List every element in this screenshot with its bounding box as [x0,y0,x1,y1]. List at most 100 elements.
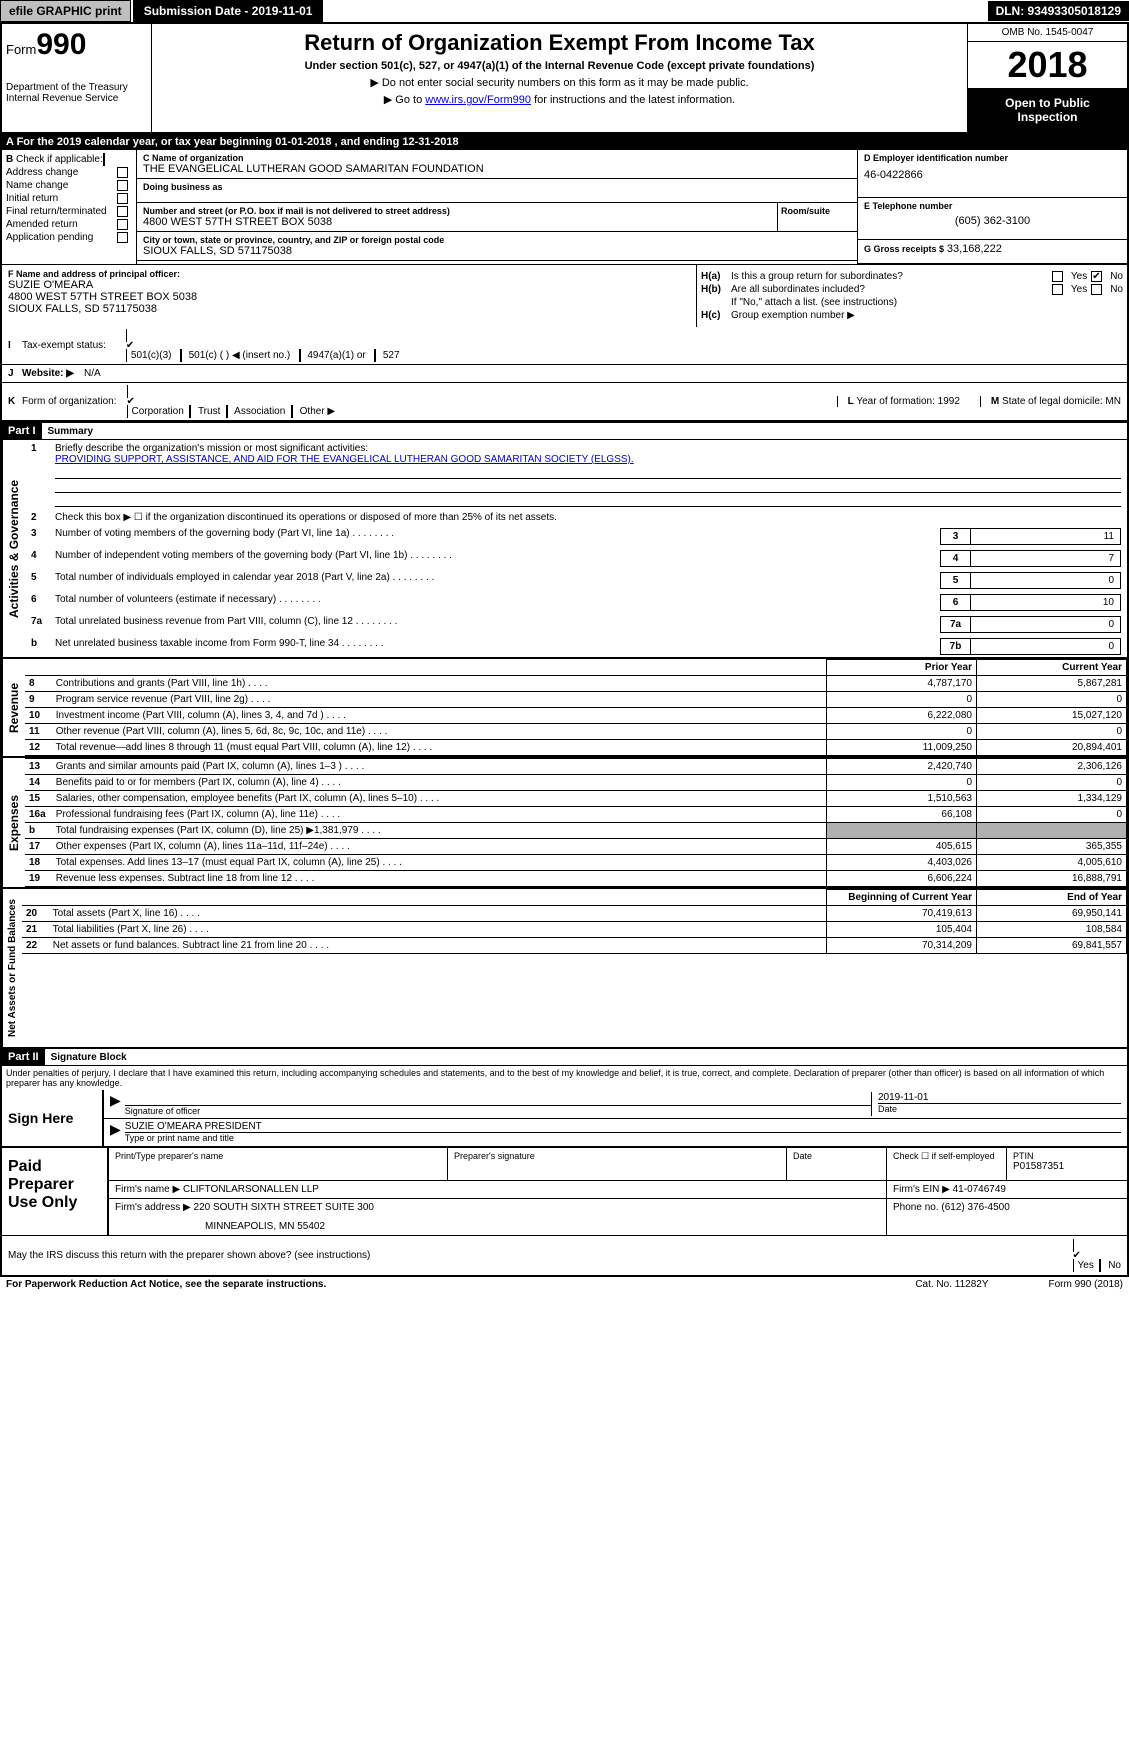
checkbox-icon[interactable] [103,153,105,166]
part1-title: Summary [42,424,100,439]
line-value-table: 7a0 [940,616,1121,633]
b-item: Amended return [6,219,132,230]
i-label: I [8,340,22,351]
row-cell: 18 Total expenses. Add lines 13–17 (must… [25,855,827,871]
line-value: 0 [971,639,1121,655]
summary-line: 4Number of independent voting members of… [25,547,1127,569]
f-label: F Name and address of principal officer: [8,269,690,279]
line-text: Net unrelated business taxable income fr… [55,638,940,649]
title-col: Return of Organization Exempt From Incom… [152,24,967,132]
line-num: 3 [31,528,55,539]
checkbox-icon[interactable] [117,206,128,217]
checkbox-icon[interactable] [117,219,128,230]
part2-bar: Part II Signature Block [2,1047,1127,1066]
checkbox-icon[interactable] [299,349,301,362]
col-b: B Check if applicable: Address changeNam… [2,150,137,264]
checkbox-icon[interactable] [291,405,293,418]
line-value: 7 [971,551,1121,567]
end-year-header: End of Year [977,890,1127,906]
hc-label: H(c) [701,310,731,321]
row-j: J Website: ▶ N/A [2,365,1127,383]
paid-row3: Firm's address ▶ 220 SOUTH SIXTH STREET … [109,1199,1127,1235]
officer-name-value: SUZIE O'MEARA PRESIDENT [125,1121,1121,1133]
check-self-cell: Check ☐ if self-employed [887,1148,1007,1180]
firm-addr-label: Firm's address ▶ [115,1202,191,1213]
line1-text: Briefly describe the organization's miss… [55,443,1121,454]
line-value: 0 [971,573,1121,589]
phone-box: E Telephone number (605) 362-3100 [858,198,1127,240]
prior-year-value: 6,222,080 [827,708,977,724]
checkbox-icon[interactable] [1052,284,1063,295]
expenses-table: 13 Grants and similar amounts paid (Part… [25,758,1127,887]
firm-name-value: CLIFTONLARSONALLEN LLP [183,1184,319,1195]
line-num: b [31,638,55,649]
form-foot-text: Form 990 (2018) [1049,1279,1123,1290]
summary-line: 6Total number of volunteers (estimate if… [25,591,1127,613]
b-item-text: Name change [6,180,68,191]
summary-line: 7aTotal unrelated business revenue from … [25,613,1127,635]
line-box: 7b [941,639,971,655]
k-label: K [8,396,22,407]
k-opt0: Corporation [132,406,184,417]
form-word: Form [6,42,36,57]
current-year-value: 365,355 [977,839,1127,855]
expenses-content: 13 Grants and similar amounts paid (Part… [25,758,1127,887]
officer-name-cell: SUZIE O'MEARA PRESIDENT Type or print na… [125,1121,1121,1143]
ptin-cell: PTINP01587351 [1007,1148,1127,1180]
checkbox-icon[interactable] [117,232,128,243]
checkbox-icon[interactable] [180,349,182,362]
h-c-row: H(c) Group exemption number ▶ [701,310,1123,321]
irs-link[interactable]: www.irs.gov/Form990 [425,94,531,106]
firm-phone-cell: Phone no. (612) 376-4500 [887,1199,1127,1235]
checkbox-icon[interactable] [226,405,228,418]
checkbox-icon[interactable] [117,180,128,191]
current-year-value: 0 [977,807,1127,823]
line-text: Total unrelated business revenue from Pa… [55,616,940,627]
b-item: Final return/terminated [6,206,132,217]
row-cell: 15 Salaries, other compensation, employe… [25,791,827,807]
table-row: 11 Other revenue (Part VIII, column (A),… [25,724,1127,740]
prior-year-value: 405,615 [827,839,977,855]
yes-label: Yes [1071,271,1087,282]
m-box: M State of legal domicile: MN [980,396,1121,407]
row-cell: 17 Other expenses (Part IX, column (A), … [25,839,827,855]
current-year-value: 2,306,126 [977,759,1127,775]
m-text: State of legal domicile: MN [1002,396,1121,407]
begin-year-header: Beginning of Current Year [827,890,977,906]
row-cell: 13 Grants and similar amounts paid (Part… [25,759,827,775]
row-cell: 10 Investment income (Part VIII, column … [25,708,827,724]
mission-blank-line [55,479,1121,493]
header-bar: efile GRAPHIC print Submission Date - 20… [0,0,1129,22]
checkbox-icon[interactable] [1091,284,1102,295]
line-num: 21 [26,924,50,935]
summary-line: bNet unrelated business taxable income f… [25,635,1127,657]
hb-note: If "No," attach a list. (see instruction… [701,297,1123,308]
checkbox-icon[interactable] [117,193,128,204]
line-num: 6 [31,594,55,605]
checkbox-icon[interactable] [117,167,128,178]
hc-text: Group exemption number ▶ [731,310,855,321]
checkbox-icon[interactable] [189,405,191,418]
checkbox-icon[interactable] [1099,1259,1101,1272]
line-text: Number of independent voting members of … [55,550,940,561]
row-cell: 22 Net assets or fund balances. Subtract… [22,938,827,954]
checkbox-checked-icon[interactable] [1091,271,1102,282]
line-value: 11 [971,529,1121,545]
line-value: 10 [971,595,1121,611]
checkbox-icon[interactable] [374,349,376,362]
col-h: H(a) Is this a group return for subordin… [697,265,1127,327]
sig-officer-line: ▶ Signature of officer 2019-11-01 Date [104,1090,1127,1119]
line-text: Total number of volunteers (estimate if … [55,594,940,605]
form-number: 990 [36,28,86,61]
sig-date-value: 2019-11-01 [878,1092,1121,1104]
checkbox-icon[interactable] [1052,271,1063,282]
ein-label: D Employer identification number [864,153,1121,163]
table-row: 17 Other expenses (Part IX, column (A), … [25,839,1127,855]
gross-value: 33,168,222 [947,243,1002,255]
phone-label2: Phone no. [893,1202,939,1213]
expenses-section: Expenses 13 Grants and similar amounts p… [2,756,1127,887]
line1-body: Briefly describe the organization's miss… [55,443,1121,507]
prior-year-value: 4,787,170 [827,676,977,692]
mission-blank-line [55,493,1121,507]
hb-yesno: Yes No [1052,284,1123,295]
